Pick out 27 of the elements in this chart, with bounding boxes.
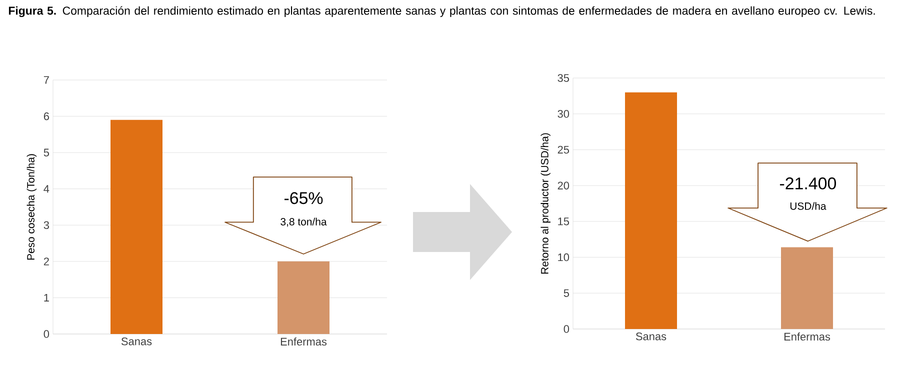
y-tick-label: 25: [558, 146, 570, 154]
y-tick-label: 15: [558, 218, 570, 226]
x-tick-label: Enfermas: [280, 338, 327, 346]
annotation: 3,8 ton/ha: [280, 218, 327, 227]
annotation: -21.400: [780, 177, 836, 190]
x-tick-label: Sanas: [636, 332, 666, 340]
y-tick-label: 5: [564, 289, 570, 297]
y-tick-label: 20: [558, 182, 570, 190]
y-axis-title: Peso cosecha (Ton/ha): [26, 154, 37, 260]
y-tick-label: 10: [558, 253, 570, 262]
y-tick-label: 4: [44, 185, 50, 193]
y-tick-label: 0: [564, 325, 570, 333]
y-tick-label: 7: [44, 76, 49, 84]
y-tick-label: 3: [44, 221, 49, 230]
x-tick-label: Enfermas: [784, 332, 830, 341]
text: Figura 5. Comparación del rendimiento estimado en plantas aparentemente sanas y plantas con sintomas de enfermedades de madera en avellano europeo cv. Lewis.: [8, 6, 875, 18]
y-tick-label: 30: [558, 110, 570, 118]
annotation: USD/ha: [790, 202, 826, 210]
y-tick-label: 0: [44, 330, 50, 338]
annotation: -65%: [284, 192, 323, 204]
y-axis-title: Retorno al productor (USD/ha): [540, 133, 550, 274]
y-tick-label: 1: [44, 294, 49, 302]
y-tick-label: 2: [44, 258, 49, 266]
y-tick-label: 6: [44, 112, 49, 120]
y-tick-label: 35: [558, 74, 570, 82]
x-tick-label: Sanas: [121, 338, 152, 346]
y-tick-label: 5: [44, 148, 50, 156]
